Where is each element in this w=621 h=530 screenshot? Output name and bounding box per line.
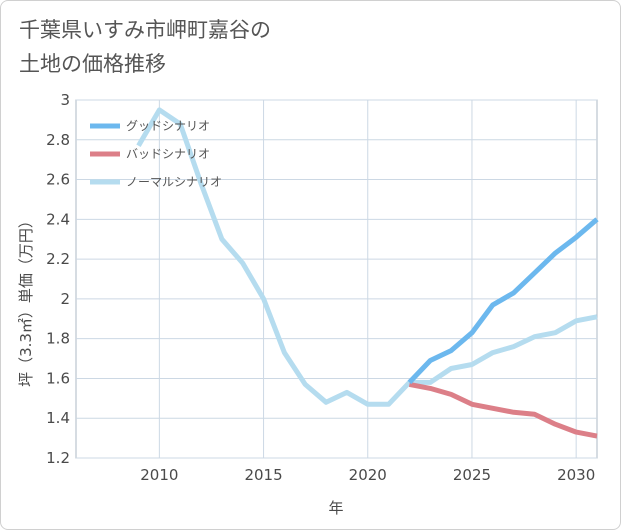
y-axis-label: 坪（3.3㎡）単価（万円） bbox=[17, 213, 35, 387]
x-tick-label: 2015 bbox=[244, 466, 282, 484]
chart-title: 千葉県いすみ市岬町嘉谷の 土地の価格推移 bbox=[19, 13, 271, 81]
chart-title-line2: 土地の価格推移 bbox=[19, 52, 166, 76]
x-tick-label: 2020 bbox=[349, 466, 387, 484]
series-line-0 bbox=[407, 217, 599, 385]
series-line-1 bbox=[408, 381, 598, 439]
y-tick-label: 1.8 bbox=[46, 330, 70, 348]
x-tick-label: 2025 bbox=[453, 466, 491, 484]
x-tick-label: 2030 bbox=[557, 466, 595, 484]
x-tick-label: 2010 bbox=[140, 466, 178, 484]
y-tick-label: 2.2 bbox=[46, 250, 70, 268]
y-tick-label: 1.2 bbox=[46, 449, 70, 467]
y-tick-label: 3 bbox=[60, 91, 70, 109]
x-tick-labels: 2010 2015 2020 2025 2030 bbox=[140, 466, 595, 484]
grid-lines bbox=[76, 99, 597, 459]
y-tick-label: 1.4 bbox=[46, 409, 70, 427]
series-lines bbox=[136, 107, 599, 439]
legend-label: グッドシナリオ bbox=[126, 119, 210, 133]
x-axis-label: 年 bbox=[328, 499, 343, 517]
legend-label: ノーマルシナリオ bbox=[126, 175, 222, 189]
y-tick-label: 2.4 bbox=[46, 210, 70, 228]
series-line-2 bbox=[136, 107, 598, 407]
y-tick-labels: 1.2 1.4 1.6 1.8 2 2.2 2.4 2.6 2.8 3 bbox=[46, 91, 70, 467]
y-tick-label: 2 bbox=[60, 290, 70, 308]
y-tick-label: 1.6 bbox=[46, 369, 70, 387]
legend-label: バッドシナリオ bbox=[126, 147, 210, 161]
y-tick-label: 2.6 bbox=[46, 171, 70, 189]
chart-title-line1: 千葉県いすみ市岬町嘉谷の bbox=[19, 18, 271, 42]
y-tick-label: 2.8 bbox=[46, 131, 70, 149]
